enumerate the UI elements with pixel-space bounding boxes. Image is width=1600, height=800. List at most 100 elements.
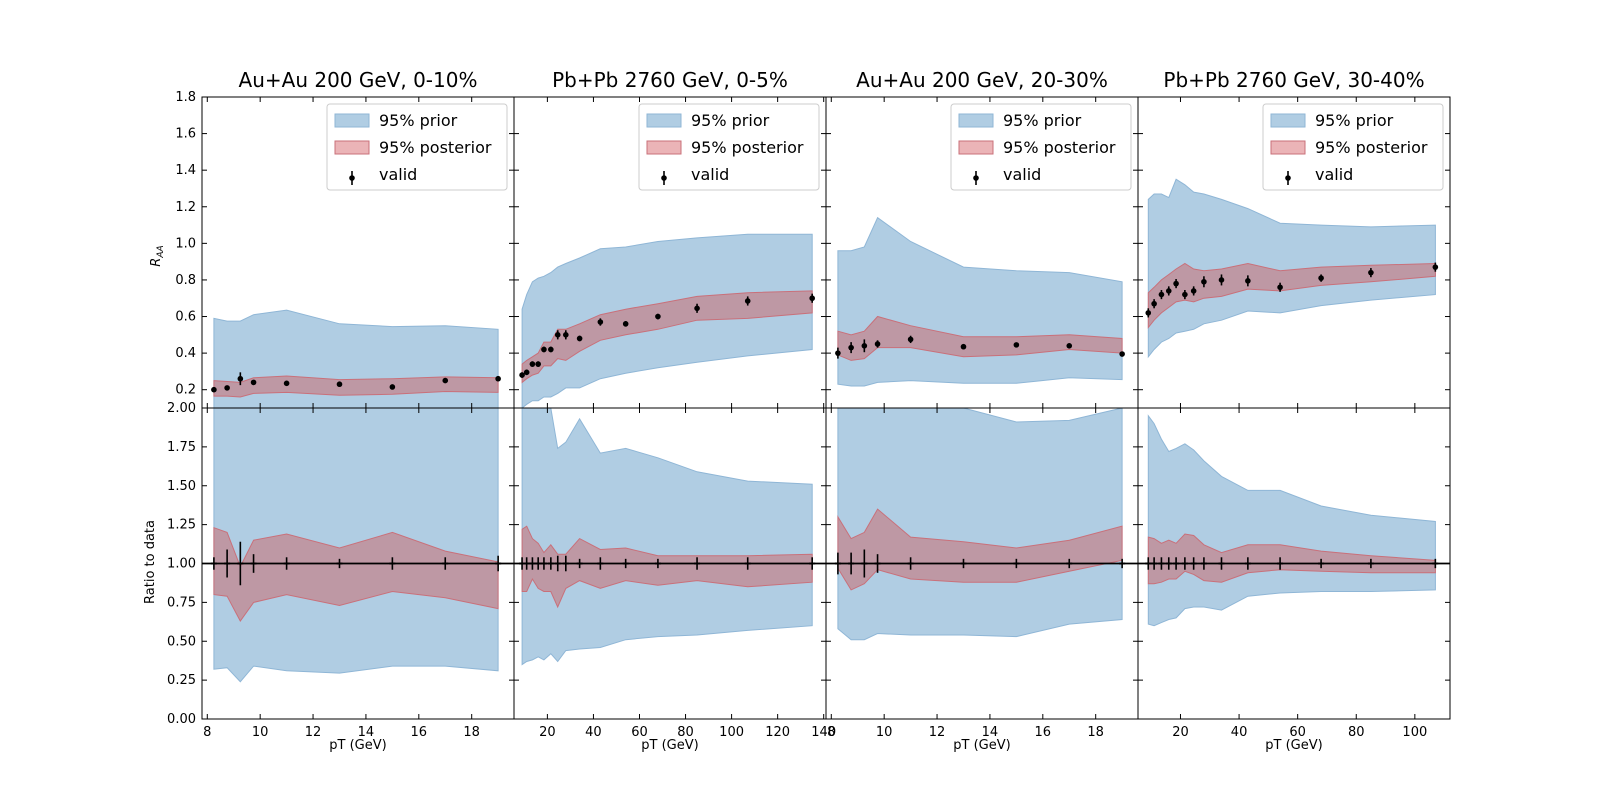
ratio-plot-area [1138,414,1450,627]
valid-point [442,377,449,384]
panel-title: Pb+Pb 2760 GeV, 30-40% [1163,68,1424,92]
panel-title: Pb+Pb 2760 GeV, 0-5% [552,68,788,92]
legend-valid-label: valid [1315,165,1353,184]
raa-plot-area [519,233,815,408]
panel-3: Au+Au 200 GeV, 20-30% 8 10 12 14 16 18 pT (GeV)… [825,68,1139,753]
x-tick-label: 40 [585,725,602,740]
panel-2: Pb+Pb 2760 GeV, 0-5% 20 40 60 80 100 120 140 pT … [513,68,836,753]
x-tick-label: 12 [929,725,946,740]
legend: 95% prior 95% posterior valid [326,103,508,191]
valid-point [655,313,661,320]
x-tick-label: 12 [305,725,322,740]
panels: Au+Au 200 GeV, 0-10% 0.2 0.4 0.6 0.8 1.0 1.2 1.… [167,68,1451,753]
valid-point [1066,343,1073,349]
raa-plot-area [1145,178,1439,359]
x-tick-label: 60 [1289,725,1306,740]
valid-point [1145,310,1152,316]
valid-point [1173,280,1179,287]
x-axis-label: pT (GeV) [329,738,386,753]
y-tick-label: 2.00 [167,401,196,416]
x-tick-label: 14 [358,725,375,740]
valid-point [495,375,501,382]
valid-point [907,336,914,343]
x-tick-label: 18 [463,725,480,740]
legend-prior-label: 95% prior [1315,111,1394,130]
valid-point [541,346,547,353]
legend-box [326,103,508,191]
valid-point [848,344,854,351]
y-tick-label: 0.00 [167,712,196,727]
y-tick-label: 0.25 [167,673,196,688]
x-tick-label: 20 [539,725,556,740]
valid-point [529,361,536,367]
x-tick-label: 140 [811,725,836,740]
valid-point [1277,284,1283,291]
y-tick-label: 1.0 [175,236,196,251]
valid-point [336,381,343,388]
legend-prior-swatch [1270,113,1306,128]
valid-point [1013,342,1020,348]
valid-point [1218,277,1225,283]
x-tick-label: 16 [411,725,428,740]
posterior-ratio-band [1147,533,1436,585]
valid-point [523,369,530,376]
valid-point [224,385,230,391]
x-tick-label: 120 [765,725,790,740]
ratio-plot-area [514,408,826,666]
legend-posterior-label: 95% posterior [1315,138,1428,157]
posterior-ratio-band [521,525,813,609]
legend-valid-marker [661,175,667,181]
legend-valid-label: valid [691,165,729,184]
legend-posterior-swatch [958,140,994,155]
prior-band [1147,178,1436,359]
valid-point [554,332,561,338]
x-tick-label: 100 [1402,725,1427,740]
valid-point [548,346,554,353]
valid-point [519,372,525,378]
y-tick-label: 1.8 [175,90,196,105]
valid-point [694,305,700,312]
valid-point [1151,300,1157,307]
y-tick-label: 1.2 [175,200,196,215]
posterior-band [521,290,813,384]
y-tick-label: 0.50 [167,634,196,649]
legend-prior-label: 95% prior [379,111,458,130]
valid-point [1190,288,1197,294]
valid-point [744,298,751,304]
legend-posterior-swatch [646,140,682,155]
valid-point [1165,288,1172,294]
y-tick-label: 0.2 [175,383,196,398]
y-tick-label: 1.4 [175,163,196,178]
prior-ratio-band [521,408,813,666]
valid-point [622,321,629,327]
legend: 95% prior 95% posterior valid [1262,103,1444,191]
legend-posterior-label: 95% posterior [379,138,492,157]
y-tick-label: 0.75 [167,595,196,610]
valid-point [861,343,868,349]
legend-prior-swatch [646,113,682,128]
y-tick-label: 1.75 [167,440,196,455]
legend-prior-label: 95% prior [1003,111,1082,130]
legend-valid-label: valid [1003,165,1041,184]
valid-point [389,384,396,390]
valid-point [960,343,967,350]
legend-box [1262,103,1444,191]
x-axis-label: pT (GeV) [953,738,1010,753]
legend-box [638,103,820,191]
x-axis-label: pT (GeV) [641,738,698,753]
y-tick-label: 1.6 [175,127,196,142]
legend-posterior-label: 95% posterior [691,138,804,157]
x-tick-label: 14 [982,725,999,740]
valid-point [1318,275,1324,281]
x-tick-label: 16 [1035,725,1052,740]
x-tick-label: 80 [677,725,694,740]
valid-point [874,341,881,347]
legend-posterior-label: 95% posterior [1003,138,1116,157]
valid-point [1158,291,1165,298]
panel-1: Au+Au 200 GeV, 0-10% 0.2 0.4 0.6 0.8 1.0 1.2 1.… [167,68,515,753]
legend-prior-swatch [958,113,994,128]
shared-labels: RAA Ratio to data [143,245,166,604]
y-tick-label: 1.50 [167,479,196,494]
valid-point [1119,351,1125,357]
